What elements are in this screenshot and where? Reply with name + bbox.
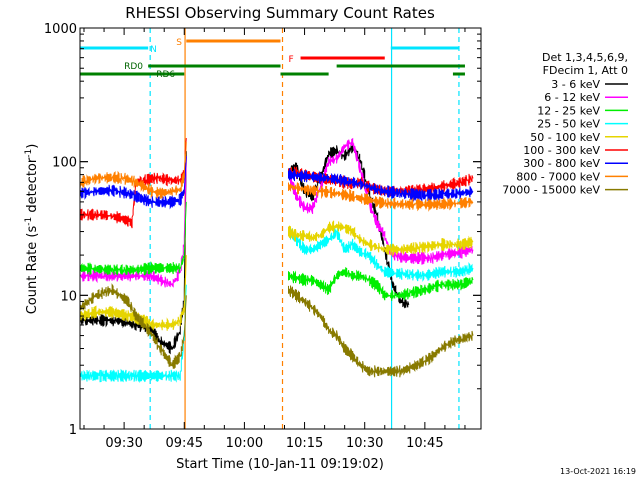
series-layer [80, 137, 474, 383]
series-line-8-seg-1 [288, 285, 474, 378]
series-line-8-seg-0 [80, 283, 187, 369]
x-tick-label-4: 10:30 [346, 436, 383, 451]
legend-header-1: FDecim 1, Att 0 [543, 64, 628, 77]
series-line-2-seg-1 [288, 267, 474, 301]
legend-label-1: 6 - 12 keV [544, 91, 600, 104]
series-line-4-seg-1 [288, 220, 474, 258]
legend-label-2: 12 - 25 keV [537, 104, 600, 117]
series-line-3-seg-0 [80, 284, 187, 383]
flag-label-f: F [289, 55, 294, 65]
legend-label-7: 800 - 7000 keV [516, 170, 600, 183]
x-axis-ticks: 09:30 09:45 10:00 10:15 10:30 10:45 [83, 28, 466, 451]
flag-label-n: N [150, 45, 157, 55]
y-axis-label: Count Rate (s-1 detector-1) [24, 144, 40, 315]
y-tick-label-1: 10 [60, 289, 77, 304]
y-tick-label-3: 1000 [44, 22, 77, 37]
series-line-5-seg-0 [80, 138, 187, 229]
flag-label-rd6: RD6 [156, 70, 175, 80]
legend-label-4: 50 - 100 keV [530, 131, 600, 144]
series-line-7-seg-0 [80, 142, 187, 200]
series-line-0-seg-0 [80, 151, 187, 355]
legend-label-6: 300 - 800 keV [523, 157, 600, 170]
y-tick-label-2: 100 [52, 156, 77, 171]
y-label-part-2: detector [25, 157, 40, 217]
legend-label-3: 25 - 50 keV [537, 118, 600, 131]
chart-title: RHESSI Observing Summary Count Rates [125, 4, 435, 22]
y-label-part-1: Count Rate (s [25, 226, 40, 315]
x-tick-label-0: 09:30 [105, 436, 142, 451]
x-tick-label-3: 10:15 [286, 436, 323, 451]
series-line-4-seg-0 [80, 255, 187, 331]
series-line-3-seg-1 [288, 227, 474, 282]
x-tick-label-1: 09:45 [166, 436, 203, 451]
legend-label-8: 7000 - 15000 keV [502, 184, 600, 197]
y-tick-label-0: 1 [69, 423, 77, 438]
y-axis-ticks: 1 10 100 1000 [44, 22, 481, 438]
legend: Det 1,3,4,5,6,9,FDecim 1, Att 03 - 6 keV… [502, 51, 628, 197]
series-line-6-seg-0 [80, 156, 187, 210]
footer-date: 13-Oct-2021 16:19 [560, 467, 636, 476]
legend-header-0: Det 1,3,4,5,6,9, [542, 51, 628, 64]
legend-label-5: 100 - 300 keV [523, 144, 600, 157]
series-line-2-seg-0 [80, 201, 187, 276]
x-tick-label-5: 10:45 [406, 436, 443, 451]
x-axis-label: Start Time (10-Jan-11 09:19:02) [176, 457, 384, 472]
y-label-part-3: ) [25, 144, 40, 149]
x-tick-label-2: 10:00 [226, 436, 263, 451]
y-label-sup-1: -1 [24, 217, 34, 226]
flag-label-rd0: RD0 [124, 62, 143, 72]
series-line-7-seg-1 [288, 182, 474, 212]
plot-frame [79, 27, 482, 430]
series-line-6-seg-1 [288, 167, 474, 203]
y-label-sup-2: -1 [24, 149, 34, 158]
legend-label-0: 3 - 6 keV [551, 78, 600, 91]
flag-bars: N S F RD0 RD6 [80, 38, 465, 80]
flag-label-s: S [176, 38, 182, 48]
